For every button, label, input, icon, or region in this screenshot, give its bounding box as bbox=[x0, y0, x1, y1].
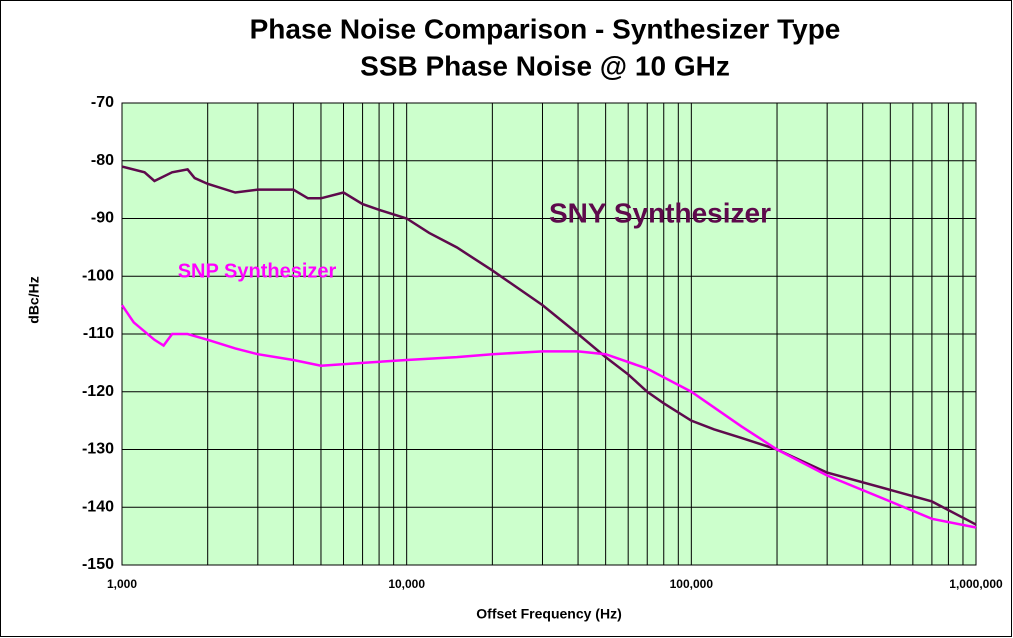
series-label: SNP Synthesizer bbox=[178, 260, 337, 282]
x-tick-label: 100,000 bbox=[670, 577, 714, 591]
y-tick-label: -110 bbox=[83, 325, 114, 342]
y-tick-label: -100 bbox=[82, 267, 114, 284]
x-axis-label: Offset Frequency (Hz) bbox=[476, 606, 621, 622]
chart-title: Phase Noise Comparison - Synthesizer Typ… bbox=[250, 13, 841, 44]
y-tick-label: -130 bbox=[82, 441, 114, 458]
y-tick-label: -140 bbox=[82, 498, 114, 515]
y-tick-label: -90 bbox=[91, 210, 114, 227]
y-axis-label: dBc/Hz bbox=[26, 276, 42, 323]
series-line bbox=[121, 165, 977, 526]
y-tick-label: -120 bbox=[82, 383, 114, 400]
y-tick-label: -80 bbox=[91, 152, 114, 169]
series-label: SNY Synthesizer bbox=[549, 197, 771, 228]
x-tick-label: 1,000 bbox=[107, 577, 137, 591]
y-tick-label: -150 bbox=[82, 556, 114, 573]
chart-subtitle: SSB Phase Noise @ 10 GHz bbox=[360, 50, 730, 81]
y-tick-label: -70 bbox=[91, 94, 114, 111]
series-line bbox=[120, 304, 977, 529]
x-tick-label: 10,000 bbox=[388, 577, 425, 591]
x-tick-label: 1,000,000 bbox=[949, 577, 1003, 591]
